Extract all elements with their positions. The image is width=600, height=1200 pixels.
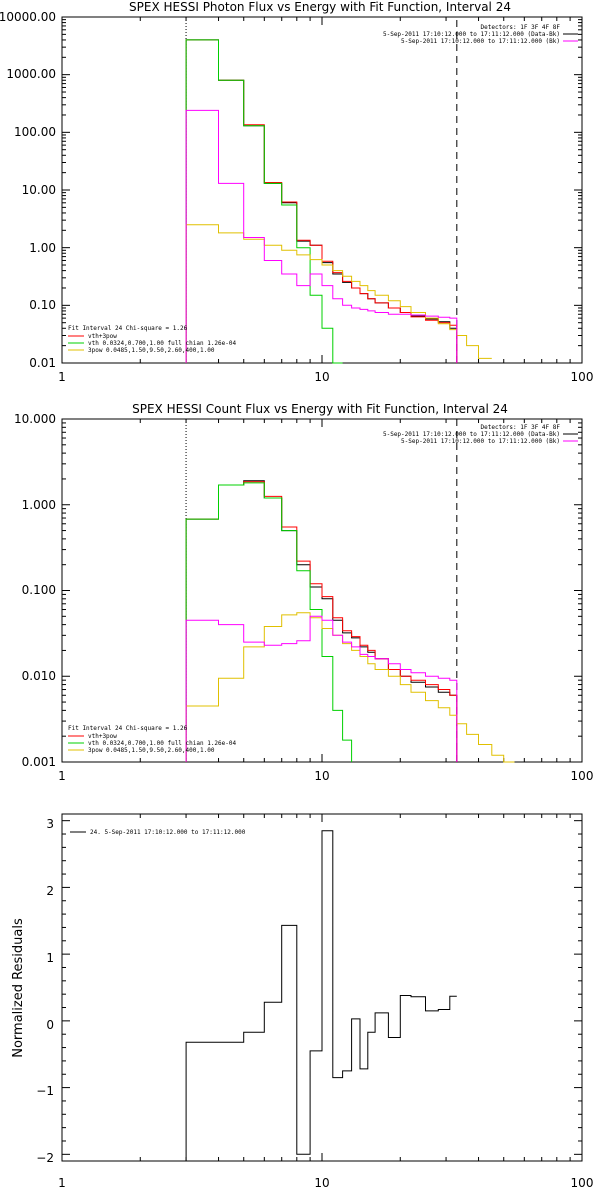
tick-marks: [61, 418, 582, 763]
y-tick-label: 1.000: [22, 498, 56, 512]
y-tick-label: 100.00: [14, 125, 56, 139]
spectrum-series: [185, 39, 492, 364]
data-series-line: [185, 830, 457, 1161]
x-tick-label: 10: [314, 1176, 329, 1190]
legend-thermal-label: vth 0.0324,0.700,1.00 full chian 1.26e-0…: [88, 340, 236, 347]
y-tick-label: 1000.00: [6, 67, 56, 81]
fit-legend: Fit Interval 24 Chi-square = 1.26 vth+3p…: [68, 725, 236, 754]
legend-total-label: vth+3pow: [88, 333, 117, 340]
y-tick-label: 10.000: [14, 412, 56, 426]
data-series-line: [185, 480, 458, 762]
header-bk-interval: 5-Sep-2011 17:10:12.000 to 17:11:12.000 …: [401, 438, 560, 445]
tick-marks: [61, 814, 582, 1161]
legend-total-label: vth+3pow: [88, 733, 117, 740]
y-tick-label: 3: [46, 817, 54, 831]
x-tick-label: 10: [314, 769, 329, 783]
x-tick-labels: 1 10 100: [58, 370, 593, 384]
legend-label: 24. 5-Sep-2011 17:10:12.000 to 17:11:12.…: [90, 829, 246, 836]
count-flux-panel: SPEX HESSI Count Flux vs Energy with Fit…: [14, 402, 593, 783]
spectrum-series: [185, 480, 515, 763]
y-tick-labels: 0.01 0.10 1.00 10.00 100.00 1000.00 1000…: [0, 10, 56, 370]
header-detectors: Detectors: 1F 3F 4F 8F: [481, 24, 561, 31]
y-tick-label: 2: [46, 884, 54, 898]
y-axis-label: Normalized Residuals: [11, 918, 26, 1058]
fit-range-lines: [185, 419, 458, 762]
y-tick-label: 1: [46, 951, 54, 965]
y-tick-label: 10.00: [22, 183, 56, 197]
y-tick-label: 0.10: [29, 298, 56, 312]
residuals-panel: −2 −1 0 1 2 3 1 10 100 Normalized Residu…: [11, 813, 593, 1190]
x-tick-label: 100: [571, 769, 594, 783]
residual-legend: 24. 5-Sep-2011 17:10:12.000 to 17:11:12.…: [70, 829, 246, 836]
thermal-series-line: [185, 39, 343, 364]
legend-powerlaw-label: 3pow 0.0485,1.50,9.50,2.60,400,1.00: [88, 747, 215, 754]
x-tick-label: 100: [571, 1176, 594, 1190]
x-tick-label: 1: [58, 370, 66, 384]
panel-title: SPEX HESSI Count Flux vs Energy with Fit…: [132, 402, 508, 416]
residual-series: [185, 830, 457, 1161]
y-tick-label: 1.00: [29, 241, 56, 255]
total-series-line: [185, 481, 458, 762]
background-series-line: [185, 615, 458, 762]
x-tick-labels: 1 10 100: [58, 1176, 593, 1190]
legend-powerlaw-label: 3pow 0.0485,1.50,9.50,2.60,400,1.00: [88, 347, 215, 354]
tick-marks: [61, 16, 582, 364]
photon-flux-panel: SPEX HESSI Photon Flux vs Energy with Fi…: [0, 0, 593, 384]
y-tick-labels: −2 −1 0 1 2 3: [36, 817, 54, 1165]
x-tick-label: 10: [314, 370, 329, 384]
x-tick-label: 1: [58, 1176, 66, 1190]
powerlaw-series-line: [185, 224, 492, 363]
y-tick-label: 0.100: [22, 583, 56, 597]
powerlaw-series-line: [185, 612, 515, 763]
panel-title: SPEX HESSI Photon Flux vs Energy with Fi…: [129, 0, 511, 14]
header-data-interval: 5-Sep-2011 17:10:12.000 to 17:11:12.000 …: [383, 31, 560, 38]
y-tick-label: 10000.00: [0, 10, 56, 24]
y-tick-label: 0.001: [22, 755, 56, 769]
y-tick-label: −2: [36, 1151, 54, 1165]
y-tick-label: 0.01: [29, 356, 56, 370]
thermal-series-line: [185, 482, 353, 762]
header-bk-interval: 5-Sep-2011 17:10:12.000 to 17:11:12.000 …: [401, 38, 560, 45]
header-data-interval: 5-Sep-2011 17:10:12.000 to 17:11:12.000 …: [383, 431, 560, 438]
y-tick-label: 0: [46, 1018, 54, 1032]
fit-range-lines: [185, 17, 458, 363]
y-tick-labels: 0.001 0.010 0.100 1.000 10.000: [14, 412, 56, 769]
legend-fit-info: Fit Interval 24 Chi-square = 1.26: [68, 325, 188, 332]
background-series-line: [185, 109, 458, 363]
y-tick-label: −1: [36, 1084, 54, 1098]
fit-legend: Fit Interval 24 Chi-square = 1.26 vth+3p…: [68, 325, 236, 354]
detector-header: Detectors: 1F 3F 4F 8F 5-Sep-2011 17:10:…: [383, 424, 578, 445]
detector-header: Detectors: 1F 3F 4F 8F 5-Sep-2011 17:10:…: [383, 24, 578, 45]
header-detectors: Detectors: 1F 3F 4F 8F: [481, 424, 561, 431]
legend-thermal-label: vth 0.0324,0.700,1.00 full chian 1.26e-0…: [88, 740, 236, 747]
x-tick-label: 1: [58, 769, 66, 783]
legend-fit-info: Fit Interval 24 Chi-square = 1.26: [68, 725, 188, 732]
y-tick-label: 0.010: [22, 669, 56, 683]
x-tick-label: 100: [571, 370, 594, 384]
x-tick-labels: 1 10 100: [58, 769, 593, 783]
